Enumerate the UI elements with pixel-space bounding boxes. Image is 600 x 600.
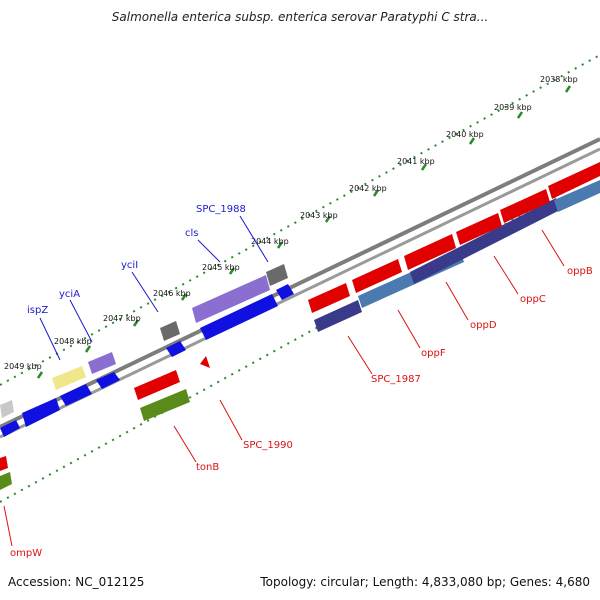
gene-forward — [60, 384, 92, 406]
gene-forward — [554, 180, 600, 212]
backbone-inner — [0, 147, 600, 439]
gene-label-SPC_1990: SPC_1990 — [243, 440, 293, 451]
gene-label-oppC: oppC — [520, 294, 546, 305]
scale-label: 2041 kbp — [397, 157, 435, 166]
gene-label-oppD: oppD — [470, 320, 497, 331]
gene-label-ispZ: ispZ — [27, 305, 48, 316]
reverse-leaders — [3, 229, 565, 547]
gene-yciI — [192, 275, 270, 323]
forward-genes — [0, 264, 294, 437]
scale-label: 2038 kbp — [540, 75, 578, 84]
gene-label-cls: cls — [185, 228, 199, 239]
gene-label-ompW: ompW — [10, 548, 42, 559]
reverse-genes — [0, 162, 600, 490]
gene-forward — [276, 284, 294, 300]
gene-label-SPC_1988: SPC_1988 — [196, 204, 246, 215]
gene-ispZ — [88, 352, 116, 374]
scale-label: 2043 kbp — [300, 211, 338, 220]
gene-label-oppB: oppB — [567, 266, 593, 277]
accession-text: Accession: NC_012125 — [8, 575, 145, 589]
gene-yciA — [52, 366, 86, 390]
summary-text: Topology: circular; Length: 4,833,080 bp… — [260, 575, 590, 589]
gene-forward — [0, 420, 20, 437]
gene-tonB-b — [140, 389, 190, 421]
scale-label: 2047 kbp — [103, 314, 141, 323]
gene-label-yciI: yciI — [121, 260, 138, 271]
gene-SPC_1990 — [200, 356, 210, 368]
gene-SPC_1987 — [314, 300, 362, 332]
gene-label-SPC_1987: SPC_1987 — [371, 374, 421, 385]
gene-forward — [96, 372, 120, 389]
scale-label: 2045 kbp — [202, 263, 240, 272]
gene-oppB — [404, 234, 456, 270]
gene-forward — [500, 189, 550, 223]
gene-oppB-track — [410, 198, 560, 284]
gene-oppD — [352, 259, 402, 293]
scale-label: 2039 kbp — [494, 103, 532, 112]
scale-label: 2049 kbp — [4, 362, 42, 371]
gene-forward — [166, 341, 186, 357]
gene-ompW-b — [0, 472, 12, 490]
scale-label: 2048 kbp — [54, 337, 92, 346]
gene-cls — [200, 294, 278, 340]
scale-label: 2044 kbp — [251, 237, 289, 246]
scale-label: 2040 kbp — [446, 130, 484, 139]
forward-leaders — [39, 215, 269, 361]
gene-forward — [22, 398, 60, 427]
scale-labels: 2038 kbp 2039 kbp 2040 kbp 2041 kbp 2042… — [4, 75, 578, 371]
scale-ticks — [36, 85, 572, 379]
scale-label: 2042 kbp — [349, 184, 387, 193]
backbone-outer — [0, 137, 600, 429]
map-title: Salmonella enterica subsp. enterica sero… — [111, 10, 489, 24]
gene-tonB — [134, 370, 180, 400]
gene-grey — [160, 321, 180, 341]
gene-label-tonB: tonB — [196, 462, 219, 473]
scale-label: 2046 kbp — [153, 289, 191, 298]
gene-SPC_1988 — [266, 264, 288, 286]
gene-ompW — [0, 456, 8, 471]
gene-oppF — [308, 283, 350, 313]
gene-forward — [548, 162, 600, 199]
gene-label-yciA: yciA — [59, 289, 80, 300]
gene-forward — [456, 213, 502, 245]
gene-label-oppF: oppF — [421, 348, 446, 359]
gene-grey — [0, 400, 14, 418]
